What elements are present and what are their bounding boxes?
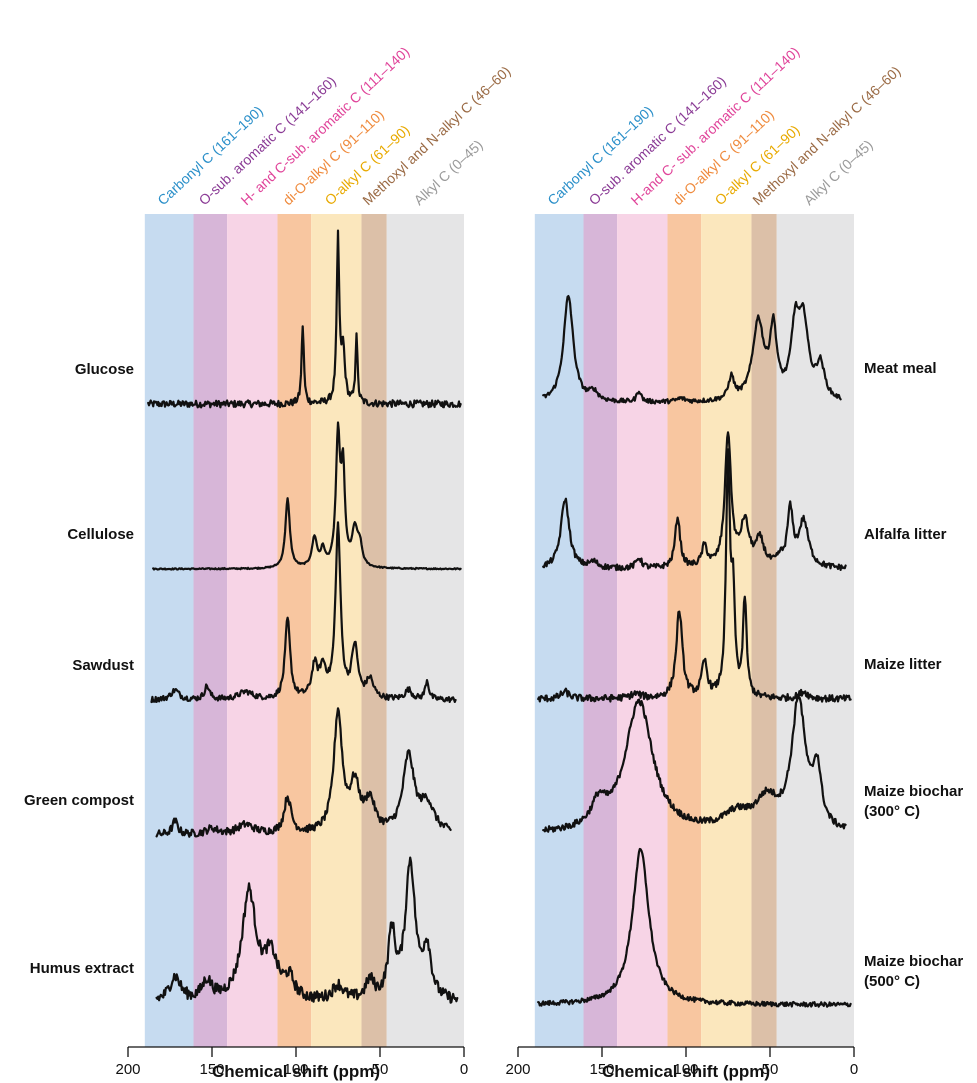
sample-label: Maize biochar (500° C) [864,953,963,990]
sample-label: Humus extract [30,960,134,977]
sample-label: Alfalfa litter [864,526,947,543]
sample-label: Cellulose [67,526,134,543]
region-band [583,214,618,1047]
spectrum-trace [542,696,847,833]
x-axis-title: Chemical shift (ppm) [212,1062,380,1081]
spectrum-trace [155,707,452,838]
sample-label: Green compost [24,792,134,809]
x-axis-title: Chemical shift (ppm) [602,1062,770,1081]
sample-label: Maize litter [864,656,942,673]
x-tick-label: 150 [589,1061,614,1078]
spectrum-trace [147,229,462,409]
region-band [534,214,584,1047]
x-tick-label: 50 [762,1061,779,1078]
region-band [144,214,194,1047]
region-band [193,214,228,1047]
region-band [361,214,387,1047]
x-tick-label: 50 [372,1061,389,1078]
x-tick-label: 150 [199,1061,224,1078]
sample-label: Maize biochar (300° C) [864,783,963,820]
panel-left: Carbonyl C (161–190)O-sub. aromatic C (1… [24,43,514,1081]
region-band [277,214,312,1047]
panel-right: Carbonyl C (161–190)O-sub. aromatic C (1… [505,43,963,1081]
spectrum-trace [542,295,842,405]
x-tick-label: 0 [850,1061,858,1078]
x-tick-label: 0 [460,1061,468,1078]
spectrum-trace [150,521,457,704]
spectrum-trace [542,431,847,572]
spectrum-trace [537,448,852,703]
region-band [386,214,464,1047]
x-tick-label: 100 [673,1061,698,1078]
region-band [751,214,777,1047]
sample-label: Sawdust [72,657,134,674]
sample-label: Meat meal [864,360,937,377]
sample-label: Glucose [75,361,134,378]
region-band [617,214,668,1047]
spectrum-trace [152,421,462,571]
spectrum-trace [155,856,459,1004]
region-band [227,214,278,1047]
x-tick-label: 200 [505,1061,530,1078]
region-band [667,214,702,1047]
x-tick-label: 200 [115,1061,140,1078]
region-band [776,214,854,1047]
spectrum-trace [537,847,852,1008]
x-tick-label: 100 [283,1061,308,1078]
